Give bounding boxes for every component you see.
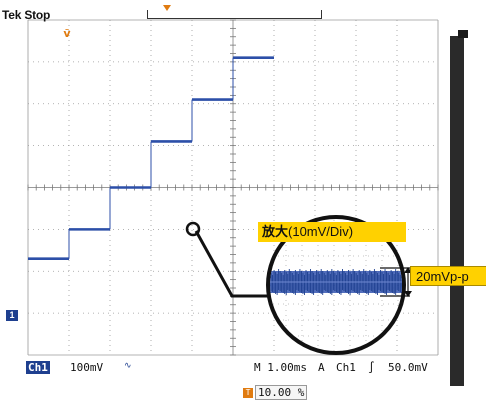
record-trigger-marker-icon: [163, 5, 171, 11]
zoom-label-main: 放大: [262, 225, 289, 240]
status-bar: Ch1 100mV ∿ M 1.00ms A Ch1 ∫ 50.0mV: [0, 360, 486, 376]
trigger-arrow-icon: ṽ: [63, 27, 71, 40]
bandwidth-limit-icon: ∿: [124, 361, 132, 371]
zoom-label: 放大(10mV/Div): [258, 222, 406, 242]
waveform-trace: [28, 56, 274, 260]
magnifier-lens: [266, 215, 406, 355]
volts-per-div: 100mV: [70, 361, 104, 374]
trigger-position-value: 10.00 %: [255, 385, 308, 400]
trigger-slope-icon: ∫: [368, 361, 375, 374]
channel-badge[interactable]: Ch1: [26, 361, 50, 374]
trigger-mode-icon: A: [318, 361, 325, 374]
zoom-label-scale: (10mV/Div): [288, 224, 354, 239]
magnifier-pointer: [194, 230, 270, 298]
trigger-channel: Ch1: [336, 361, 356, 374]
trigger-position-readout: T 10.00 %: [243, 385, 308, 400]
frame-shadow-corner: [458, 30, 468, 38]
frame-shadow-right: [450, 36, 464, 386]
magnifier-source-circle: [185, 221, 201, 237]
trigger-level: 50.0mV: [388, 361, 428, 374]
timebase: M 1.00ms: [254, 361, 307, 374]
amplitude-label: 20mVp-p: [410, 266, 486, 286]
record-position-bar: [147, 10, 322, 19]
trigger-position-icon: T: [243, 388, 253, 398]
scope-status-title: Tek Stop: [2, 8, 51, 22]
channel-ground-marker: 1: [6, 310, 18, 321]
